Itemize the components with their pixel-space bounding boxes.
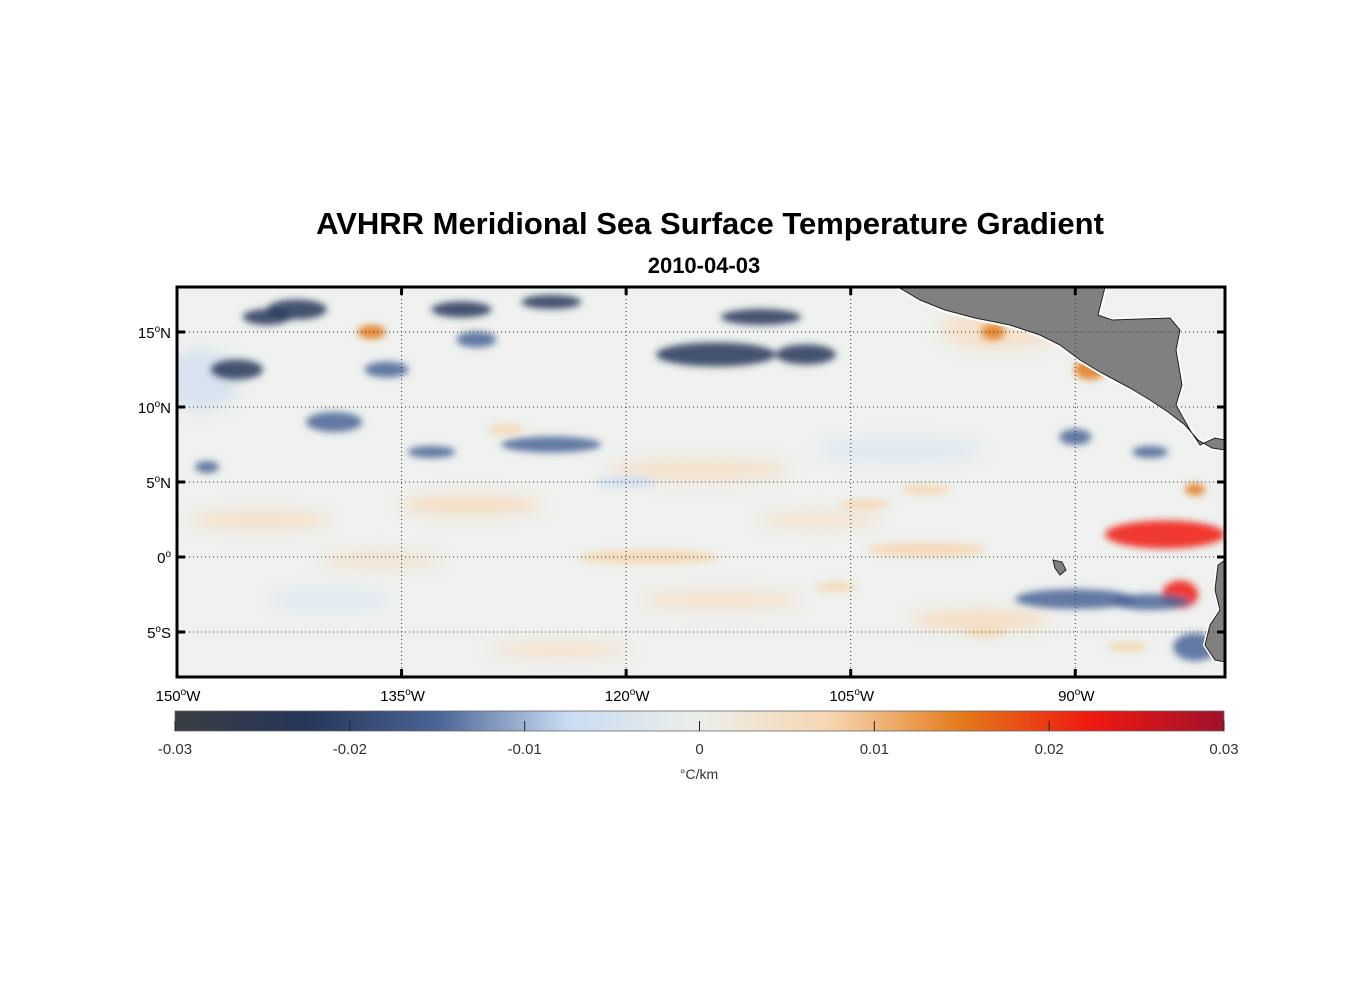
background-noise [177, 310, 1060, 658]
colorbar-tick-label: 0.02 [1035, 741, 1064, 758]
anomaly-positive [488, 424, 525, 435]
lon-tick-label: 90oW [1058, 687, 1095, 705]
anomaly-positive [1105, 520, 1225, 549]
lon-tick-label: 135oW [380, 687, 426, 705]
colorbar-tick-label: -0.03 [158, 741, 192, 758]
colorbar-tick-label: 0.03 [1209, 741, 1238, 758]
lat-tick-label: 5oS [147, 624, 171, 642]
colorbar-unit-label: °C/km [680, 766, 718, 782]
lat-tick-label: 15oN [138, 324, 171, 342]
colorbar-tick-label: -0.01 [508, 741, 542, 758]
anomaly-negative [1132, 446, 1169, 458]
anomaly-positive [1185, 483, 1206, 496]
anomaly-positive [980, 324, 1005, 340]
anomaly-positive [840, 499, 891, 510]
anomaly-positive [900, 484, 951, 495]
colorbar-ticks: -0.03 -0.02 -0.01 0 0.01 0.02 0.03 [158, 721, 1239, 758]
lat-tick-label: 0o [157, 549, 171, 567]
lat-tick-label: 10oN [138, 399, 171, 417]
colorbar-tick-label: 0.01 [860, 741, 889, 758]
colorbar-tick-label: 0 [695, 741, 703, 758]
lon-tick-label: 150oW [156, 687, 202, 705]
colorbar-tick-label: -0.02 [333, 741, 367, 758]
anomaly-negative [1110, 594, 1191, 610]
anomaly-negative [1059, 429, 1092, 445]
central-america-coastline [897, 287, 1225, 451]
anomaly-positive [815, 582, 856, 592]
anomaly-positive [578, 550, 719, 564]
anomaly-negative [720, 309, 801, 325]
map-title: AVHRR Meridional Sea Surface Temperature… [316, 206, 1104, 241]
anomaly-negative [431, 301, 492, 318]
sst-gradient-field [177, 287, 1225, 677]
longitude-labels: 150oW 135oW 120oW 105oW 90oW [156, 687, 1096, 705]
anomaly-negative [521, 295, 582, 309]
anomaly-negative [456, 331, 497, 348]
lon-tick-label: 105oW [829, 687, 875, 705]
galapagos-islands [1052, 559, 1067, 576]
anomaly-negative [596, 477, 657, 487]
anomaly-negative [364, 361, 409, 378]
anomaly-negative [775, 344, 836, 365]
anomaly-negative [501, 436, 602, 453]
anomaly-positive [357, 325, 386, 339]
anomaly-negative [306, 412, 363, 432]
map-subtitle: 2010-04-03 [647, 253, 761, 278]
lat-tick-label: 5oN [146, 474, 171, 492]
latitude-labels: 15oN 10oN 5oN 0o 5oS [138, 324, 172, 642]
anomaly-negative [242, 309, 291, 325]
anomaly-negative [407, 446, 456, 458]
anomaly-positive [865, 542, 986, 557]
south-america-coastline [1204, 559, 1225, 663]
anomaly-positive [1107, 642, 1148, 652]
anomaly-negative [210, 359, 263, 380]
lon-tick-label: 120oW [605, 687, 651, 705]
map-frame [175, 285, 1227, 679]
anomaly-negative [194, 461, 219, 473]
anomaly-negative [655, 342, 776, 367]
